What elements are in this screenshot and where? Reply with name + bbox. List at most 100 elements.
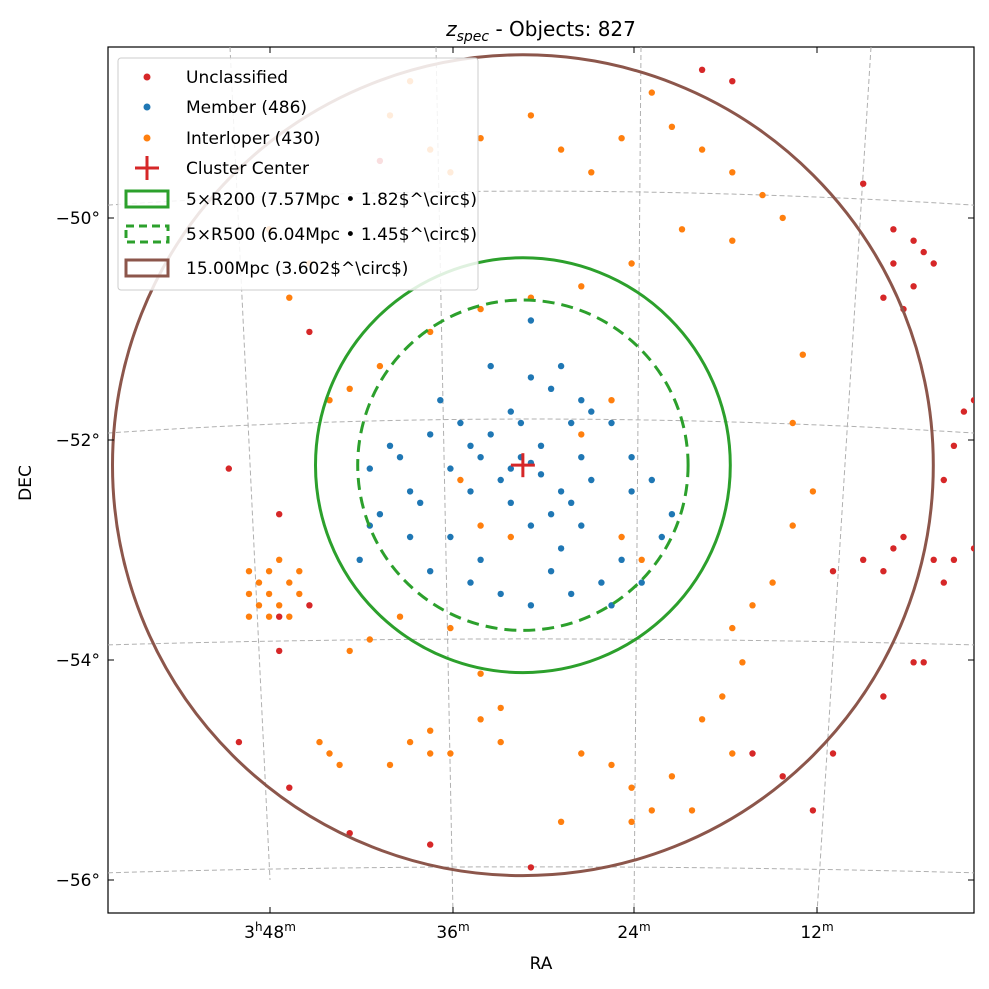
interloper-point (759, 191, 766, 199)
unclassified-point (829, 750, 837, 757)
interloper-point (668, 123, 676, 130)
member-point (487, 362, 494, 370)
interloper-point (477, 522, 484, 529)
unclassified-point (950, 556, 958, 563)
member-point (588, 408, 595, 415)
member-point (477, 556, 484, 563)
interloper-point (789, 419, 796, 427)
member-point (608, 602, 615, 609)
unclassified-point (970, 545, 974, 552)
interloper-point (376, 362, 384, 370)
interloper-point (346, 385, 353, 392)
member-point (376, 511, 384, 518)
member-point (356, 556, 363, 563)
interloper-point (326, 750, 333, 757)
member-point (578, 454, 585, 461)
x-tick-label: 3h48m (244, 920, 296, 943)
interloper-point (265, 568, 273, 575)
member-point (638, 579, 645, 586)
member-point (557, 362, 565, 370)
interloper-point (608, 761, 615, 769)
interloper-point (255, 602, 263, 609)
unclassified-point (950, 442, 958, 449)
unclassified-point (779, 773, 786, 780)
interloper-point (618, 533, 625, 541)
y-tick-label: −54° (56, 651, 100, 671)
unclassified-point (276, 613, 283, 620)
interloper-point (628, 260, 635, 267)
interloper-point (557, 818, 565, 825)
interloper-point (668, 773, 676, 780)
legend-label-r15: 15.00Mpc (3.602$^\circ$) (186, 259, 408, 279)
chart-title: zspec - Objects: 827 (445, 17, 636, 45)
member-point (406, 533, 414, 541)
member-point (568, 590, 575, 598)
unclassified-point (346, 830, 353, 837)
interloper-point (245, 590, 253, 598)
interloper-point (477, 670, 484, 677)
member-point (467, 579, 474, 586)
unclassified-point (829, 568, 837, 575)
unclassified-point (930, 260, 937, 267)
member-point (547, 568, 555, 575)
member-point (497, 476, 504, 484)
unclassified-point (860, 556, 867, 563)
legend-label-r500: 5×R500 (6.04Mpc • 1.45$^\circ$) (186, 225, 477, 245)
interloper-point (739, 659, 746, 666)
unclassified-point (729, 78, 736, 85)
interloper-point (527, 112, 535, 119)
member-point (457, 419, 464, 427)
member-point (547, 385, 555, 392)
member-point (507, 465, 514, 472)
member-point (598, 579, 605, 586)
unclassified-point (860, 180, 867, 187)
interloper-point (477, 716, 484, 723)
interloper-point (286, 579, 293, 586)
unclassified-point (900, 533, 907, 541)
member-point (487, 431, 494, 438)
interloper-point (286, 294, 293, 301)
interloper-point (638, 556, 645, 563)
interloper-point (698, 716, 706, 723)
interloper-point (245, 613, 253, 620)
interloper-point (497, 738, 504, 746)
interloper-point (557, 146, 565, 153)
interloper-point (477, 135, 484, 142)
interloper-point (286, 613, 293, 620)
unclassified-point (880, 693, 887, 700)
member-point (527, 522, 535, 529)
interloper-point (809, 488, 817, 495)
interloper-point (396, 613, 404, 620)
interloper-point (386, 761, 394, 769)
legend: Unclassified Member (486) Interloper (43… (117, 57, 479, 291)
interloper-point (678, 226, 686, 233)
radius-circle (111, 53, 935, 878)
member-point (396, 454, 404, 461)
legend-label-center: Cluster Center (186, 159, 309, 179)
unclassified-point (910, 283, 917, 290)
y-tick-label: −52° (56, 431, 100, 451)
interloper-point (427, 750, 434, 757)
member-point (417, 499, 424, 506)
interloper-point (688, 807, 696, 814)
legend-marker-center (135, 156, 159, 180)
unclassified-point (306, 328, 313, 336)
interloper-point (346, 647, 353, 655)
interloper-point (779, 214, 786, 222)
interloper-point (729, 169, 736, 176)
interloper-point (729, 237, 736, 244)
interloper-point (265, 590, 273, 598)
y-axis: −50° −52° −54° −56° DEC (16, 209, 974, 891)
x-tick-label: 36m (436, 920, 469, 943)
x-axis: 3h48m 36m 24m 12m RA (244, 47, 834, 974)
interloper-point (336, 761, 343, 769)
member-point (648, 476, 655, 484)
member-point (427, 431, 434, 438)
unclassified-point (880, 294, 887, 301)
unclassified-point (940, 476, 947, 484)
interloper-point (648, 89, 655, 96)
member-point (608, 419, 615, 427)
interloper-point (457, 476, 464, 484)
interloper-point (276, 602, 283, 609)
member-point (527, 602, 535, 609)
